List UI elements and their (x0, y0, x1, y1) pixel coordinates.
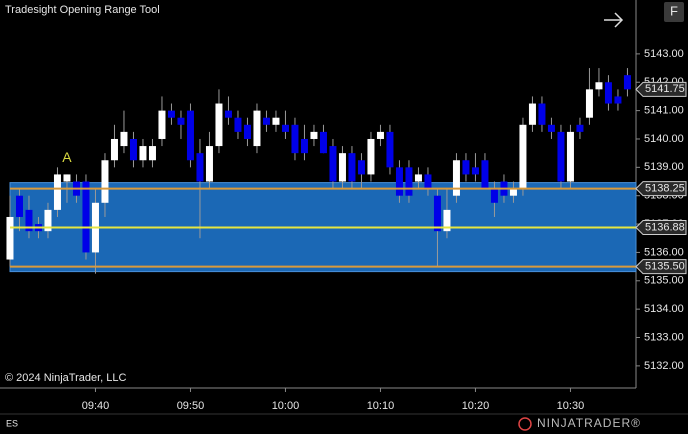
range-mid-label: 5136.88 (645, 221, 685, 233)
y-tick-label: 5136.00 (644, 246, 684, 258)
plot: 5132.005133.005134.005135.005136.005137.… (6, 48, 687, 412)
candle-body (44, 209, 52, 232)
x-tick-label: 10:30 (557, 400, 585, 412)
y-tick-label: 5135.00 (644, 275, 684, 287)
candle-body (205, 146, 213, 182)
candle-body (25, 209, 33, 232)
f-button[interactable] (664, 2, 684, 22)
logo: NINJATRADER® (537, 416, 641, 430)
candle-body (234, 117, 242, 132)
last-price-flag (635, 81, 687, 97)
range-low-label: 5135.50 (645, 261, 685, 273)
candle-body (433, 195, 441, 232)
candle-body (538, 103, 546, 125)
logo-icon (518, 417, 532, 431)
y-tick-label: 5132.00 (644, 360, 684, 372)
candle-body (576, 124, 584, 132)
candle-body (148, 146, 156, 161)
candle-body (386, 131, 394, 168)
candle-body (15, 195, 23, 217)
candle-body (623, 75, 631, 90)
candle-body (186, 110, 194, 161)
candle-body (6, 216, 14, 260)
candle-body (595, 82, 603, 90)
candle-body (585, 89, 593, 118)
y-tick-label: 5134.00 (644, 303, 684, 315)
y-tick-label: 5133.00 (644, 331, 684, 343)
y-tick-label: 5140.00 (644, 133, 684, 145)
candle-body (376, 131, 384, 139)
candle-body (547, 124, 555, 132)
candle-body (528, 103, 536, 125)
copyright: © 2024 NinjaTrader, LLC (5, 372, 126, 384)
candle-body (291, 124, 299, 154)
candle-body (329, 146, 337, 182)
candle-body (348, 153, 356, 182)
annotation: A (62, 149, 72, 165)
candle-body (405, 167, 413, 196)
candle-body (566, 131, 574, 182)
candle-body (120, 131, 128, 147)
y-tick-label: 5141.00 (644, 105, 684, 117)
arrow-button[interactable] (604, 12, 624, 28)
candle-body (53, 174, 61, 210)
symbol: ES (6, 418, 18, 428)
candle-body (395, 167, 403, 196)
candle-body (414, 174, 422, 182)
candle-body (557, 131, 565, 182)
chart-title: Tradesight Opening Range Tool (5, 4, 160, 16)
candle-body (300, 138, 308, 154)
candle-body (367, 138, 375, 175)
candle-body (129, 138, 137, 161)
candle-body (614, 96, 622, 104)
candle-body (215, 103, 223, 147)
candle-body (509, 188, 517, 196)
range-mid-flag (635, 219, 687, 235)
candle-body (63, 174, 71, 182)
candle-body (272, 117, 280, 125)
x-tick-label: 09:50 (177, 400, 205, 412)
range-high-flag (635, 181, 687, 197)
candle-body (490, 188, 498, 203)
candle-body (319, 131, 327, 154)
candle-body (139, 146, 147, 161)
f-button-label[interactable]: F (670, 3, 678, 18)
x-tick-label: 10:20 (462, 400, 490, 412)
candle-body (243, 124, 251, 139)
candle-body (196, 153, 204, 182)
x-tick-label: 09:40 (82, 400, 110, 412)
candle-body (167, 110, 175, 118)
candle-body (110, 138, 118, 161)
y-tick-label: 5139.00 (644, 161, 684, 173)
x-tick-label: 10:10 (367, 400, 395, 412)
candle-body (338, 153, 346, 182)
candle-body (224, 110, 232, 118)
last-price-label: 5141.75 (645, 83, 685, 95)
candle-body (310, 131, 318, 139)
candle-body (424, 174, 432, 189)
candle-body (462, 160, 470, 175)
x-tick-label: 10:00 (272, 400, 300, 412)
candle-body (471, 167, 479, 175)
candle-body (281, 124, 289, 132)
range-high-label: 5138.25 (645, 183, 685, 195)
candle-body (158, 110, 166, 139)
range-low-flag (635, 259, 687, 275)
candle-body (82, 181, 90, 253)
candle-body (177, 117, 185, 125)
candle-body (262, 117, 270, 125)
candle-body (604, 82, 612, 104)
candle-body (519, 124, 527, 189)
candle-body (481, 160, 489, 189)
candle-body (443, 209, 451, 232)
candle-body (452, 160, 460, 196)
candle-body (253, 110, 261, 147)
candle-body (101, 160, 109, 203)
candle-body (357, 160, 365, 175)
y-tick-label: 5143.00 (644, 48, 684, 60)
